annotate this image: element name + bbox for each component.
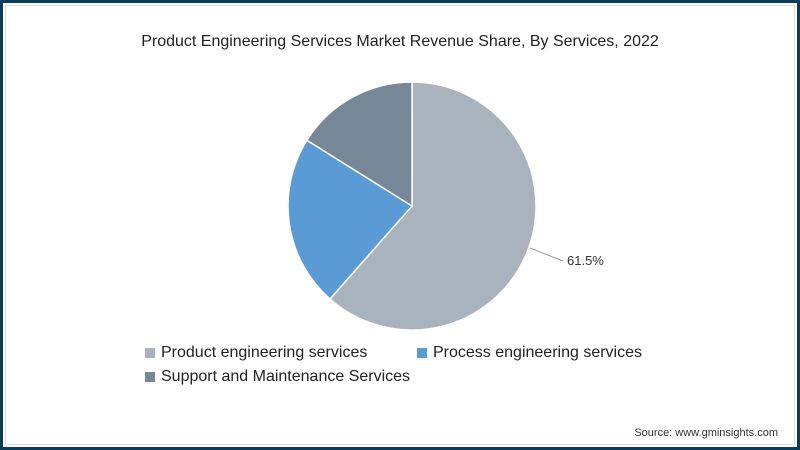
chart-title: Product Engineering Services Market Reve… (141, 33, 659, 50)
legend-label: Support and Maintenance Services (161, 368, 411, 385)
chart-inner-border (5, 5, 795, 445)
legend-label: Process engineering services (433, 344, 642, 361)
legend-item-process: Process engineering services (417, 344, 642, 362)
legend-label: Product engineering services (161, 344, 368, 361)
legend-swatch-support (145, 372, 155, 382)
pie-slice-product (328, 81, 537, 331)
legend-item-support: Support and Maintenance Services (145, 368, 410, 386)
legend-swatch-product (145, 348, 155, 358)
pie-slice-support (305, 81, 413, 208)
data-label-product: 61.5% (567, 253, 604, 268)
label-leader-line (529, 247, 564, 262)
legend-item-product: Product engineering services (145, 344, 367, 362)
source-note: Source: www.gminsights.com (634, 427, 778, 439)
pie-slice-process (287, 139, 414, 301)
legend-swatch-process (417, 348, 427, 358)
